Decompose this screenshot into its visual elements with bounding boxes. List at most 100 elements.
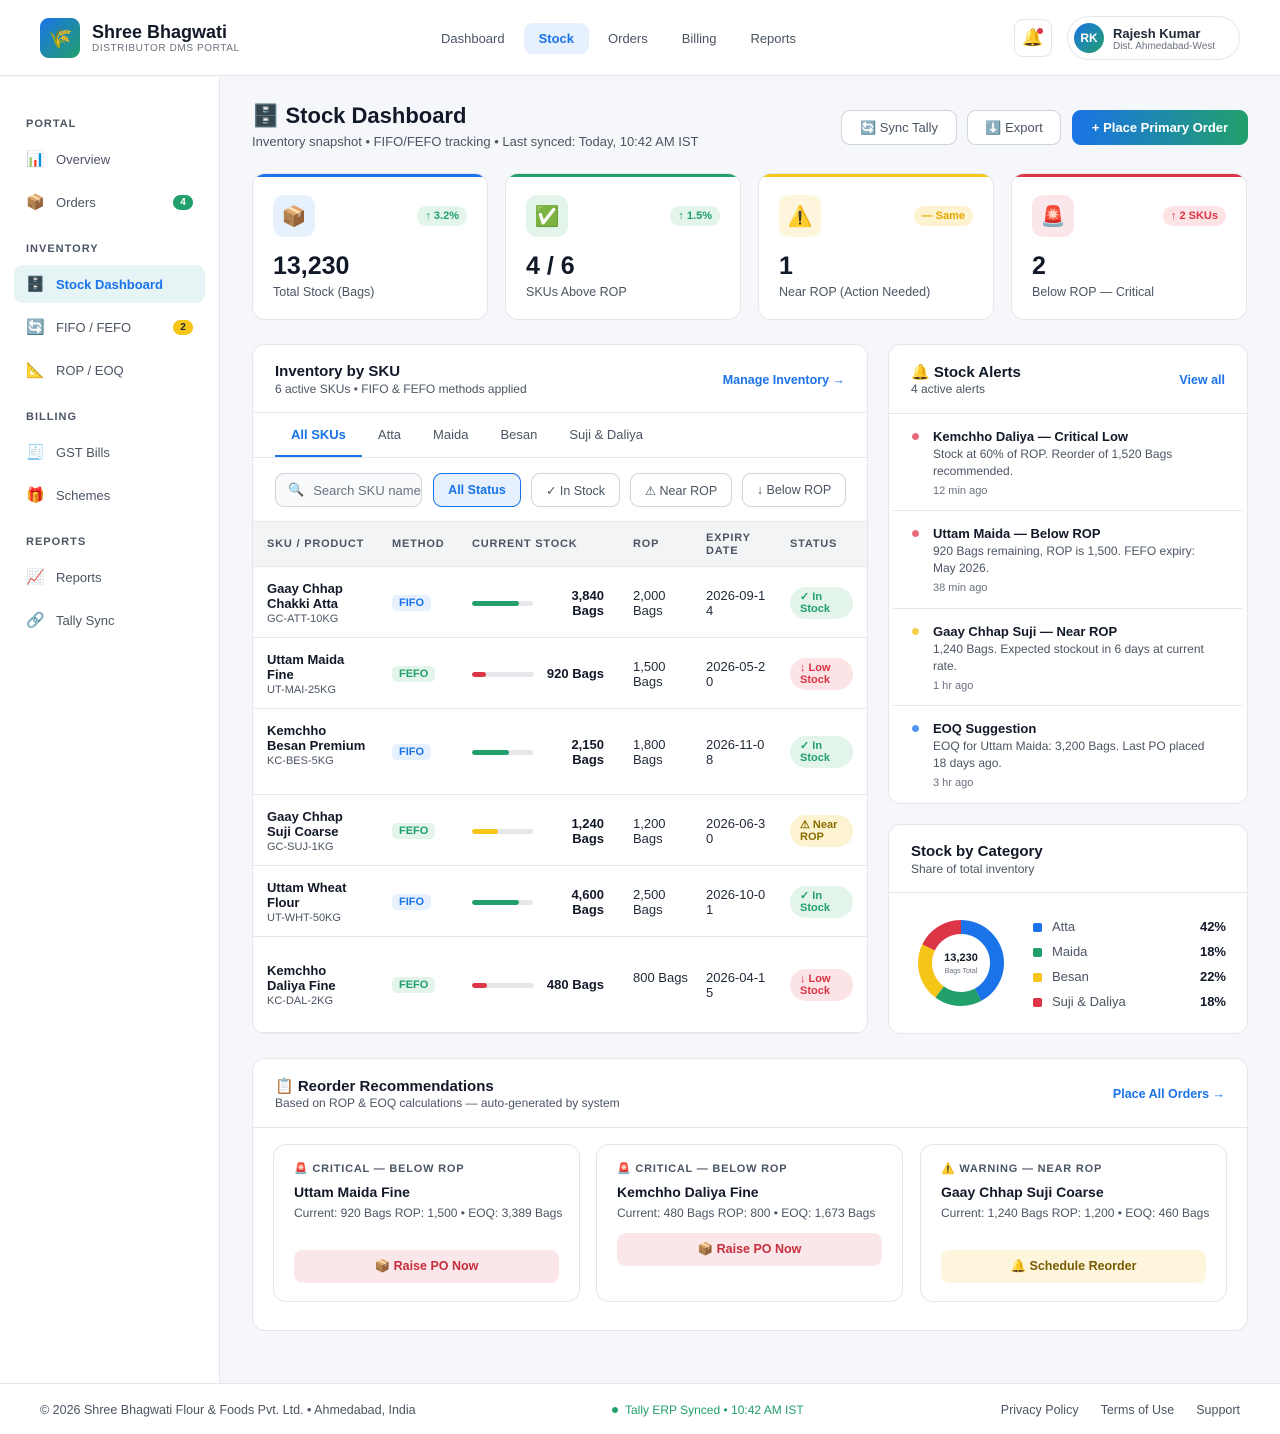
gift-icon: 🎁 <box>26 487 45 504</box>
sidebar-item-label: Schemes <box>56 487 111 503</box>
divider <box>889 413 1247 414</box>
alert-item[interactable]: Gaay Chhap Suji — Near ROP 1,240 Bags. E… <box>893 609 1242 706</box>
wheat-icon[interactable]: 🌾 <box>40 18 80 58</box>
alert-title: Gaay Chhap Suji — Near ROP <box>933 624 1118 639</box>
sync-tally-button[interactable]: 🔄 Sync Tally <box>841 110 957 145</box>
status-badge: ⚠ Near ROP <box>790 814 853 847</box>
method-badge: FEFO <box>392 977 436 993</box>
table-row[interactable]: Uttam Maida Fine UT-MAI-25KG FEFO 920 Ba… <box>253 638 867 709</box>
tab-all-skus[interactable]: All SKUs <box>275 413 362 457</box>
user-menu[interactable]: RK Rajesh Kumar Dist. Ahmedabad-West <box>1067 16 1240 60</box>
sku-code: GC-SUJ-1KG <box>267 840 334 853</box>
alert-item[interactable]: Kemchho Daliya — Critical Low Stock at 6… <box>893 414 1242 511</box>
sku-cell: Gaay Chhap Suji Coarse GC-SUJ-1KG <box>267 809 367 855</box>
view-all-alerts-link[interactable]: View all <box>1179 373 1225 387</box>
expiry-date: 2026-11-08 <box>706 737 765 767</box>
nav-dashboard[interactable]: Dashboard <box>441 31 505 46</box>
current-stock: 920 Bags <box>546 665 604 681</box>
warning-icon: ⚠️ <box>779 195 821 237</box>
category-title: Stock by Category <box>911 843 1043 860</box>
kpi-value: 1 <box>779 252 793 280</box>
rop-value: 1,500 Bags <box>633 658 666 689</box>
alert-severity-dot <box>912 725 919 732</box>
sku-code: KC-BES-5KG <box>267 754 334 767</box>
sidebar-item-stock-dashboard[interactable]: 🗄️ Stock Dashboard <box>14 265 205 303</box>
divider <box>253 1127 1247 1128</box>
siren-icon: 🚨 <box>1032 195 1074 237</box>
legend-value: 18% <box>1199 944 1226 959</box>
sidebar-item-orders[interactable]: 📦 Orders 4 <box>14 183 205 221</box>
expiry-date: 2026-05-20 <box>706 658 766 689</box>
donut-slice-maida <box>918 920 1004 1006</box>
tab-maida[interactable]: Maida <box>433 426 469 442</box>
alert-item[interactable]: Uttam Maida — Below ROP 920 Bags remaini… <box>893 511 1242 609</box>
expiry-date: 2026-10-01 <box>706 886 766 917</box>
sidebar-section-reports: REPORTS <box>26 536 87 548</box>
raise-po-button[interactable]: 📦 Raise PO Now <box>617 1233 882 1266</box>
stock-level-fill <box>472 983 487 988</box>
filter-in-stock[interactable]: ✓ In Stock <box>531 473 620 507</box>
sidebar-section-portal: PORTAL <box>26 118 77 130</box>
sku-code: UT-MAI-25KG <box>267 683 337 696</box>
table-row[interactable]: Gaay Chhap Chakki Atta GC-ATT-10KG FIFO … <box>253 567 867 638</box>
sidebar-item-label: Orders <box>56 194 96 210</box>
sidebar-item-tally-sync[interactable]: 🔗 Tally Sync <box>14 601 205 639</box>
sidebar-item-overview[interactable]: 📊 Overview <box>14 140 205 178</box>
filter-all-status[interactable]: All Status <box>433 473 521 507</box>
alert-item[interactable]: EOQ Suggestion EOQ for Uttam Maida: 3,20… <box>893 706 1242 802</box>
tab-atta[interactable]: Atta <box>377 426 402 442</box>
manage-inventory-link[interactable]: Manage Inventory → <box>722 373 845 387</box>
place-all-orders-link[interactable]: Place All Orders → <box>1112 1087 1225 1101</box>
filter-near-rop[interactable]: ⚠ Near ROP <box>630 473 732 507</box>
status-badge: ✓ In Stock <box>790 586 853 619</box>
alert-body: 920 Bags remaining, ROP is 1,500. FEFO e… <box>933 544 1195 575</box>
support-link[interactable]: Support <box>1196 1403 1240 1417</box>
reorder-recommendation-card: 🚨 CRITICAL — BELOW ROP Uttam Maida Fine … <box>273 1144 580 1302</box>
legend-value: 22% <box>1199 969 1226 984</box>
notifications-button[interactable]: 🔔 <box>1014 19 1052 57</box>
avatar: RK <box>1074 23 1104 53</box>
top-bar: 🌾 Shree Bhagwati DISTRIBUTOR DMS PORTAL … <box>0 0 1280 76</box>
nav-orders[interactable]: Orders <box>608 31 648 46</box>
table-row[interactable]: Kemchho Daliya Fine KC-DAL-2KG FEFO 480 … <box>253 937 867 1033</box>
stock-level-bar <box>472 899 533 905</box>
sidebar-item-reports[interactable]: 📈 Reports <box>14 558 205 596</box>
table-row[interactable]: Uttam Wheat Flour UT-WHT-50KG FIFO 4,600… <box>253 866 867 937</box>
tab-suji-daliya[interactable]: Suji & Daliya <box>569 426 644 442</box>
legend-item: Besan 22% <box>1033 969 1226 985</box>
raise-po-button[interactable]: 📦 Raise PO Now <box>294 1250 559 1283</box>
nav-stock[interactable]: Stock <box>523 23 590 54</box>
filter-below-rop[interactable]: ↓ Below ROP <box>742 473 846 507</box>
kpi-card-near-rop: ⚠️ — Same 1 Near ROP (Action Needed) <box>758 173 994 320</box>
place-primary-order-button[interactable]: + Place Primary Order <box>1072 110 1248 145</box>
kpi-trend-chip: — Same <box>913 206 973 226</box>
kpi-trend-chip: ↑ 2 SKUs <box>1162 206 1226 226</box>
check-icon: ✅ <box>526 195 568 237</box>
nav-billing[interactable]: Billing <box>681 31 717 46</box>
table-row[interactable]: Kemchho Besan Premium KC-BES-5KG FIFO 2,… <box>253 709 867 795</box>
page-title: 🗄️ Stock Dashboard <box>252 103 467 128</box>
rec-detail: Current: 1,240 Bags ROP: 1,200 • EOQ: 46… <box>941 1206 1210 1220</box>
sidebar-item-schemes[interactable]: 🎁 Schemes <box>14 476 205 514</box>
privacy-policy-link[interactable]: Privacy Policy <box>1000 1403 1079 1417</box>
table-row[interactable]: Gaay Chhap Suji Coarse GC-SUJ-1KG FEFO 1… <box>253 795 867 866</box>
sidebar-item-label: Stock Dashboard <box>56 276 163 292</box>
rop-value: 2,000 Bags <box>633 587 666 618</box>
fifo-count-badge: 2 <box>173 320 193 335</box>
reorder-subtitle: Based on ROP & EOQ calculations — auto-g… <box>275 1096 620 1110</box>
export-button[interactable]: ⬇️ Export <box>967 110 1061 145</box>
tab-besan[interactable]: Besan <box>500 426 538 442</box>
donut-slice-besan <box>918 920 1004 1006</box>
footer-copyright: © 2026 Shree Bhagwati Flour & Foods Pvt.… <box>40 1403 416 1417</box>
sidebar-section-inventory: INVENTORY <box>26 243 99 255</box>
nav-reports[interactable]: Reports <box>750 31 796 46</box>
terms-of-use-link[interactable]: Terms of Use <box>1100 1403 1175 1417</box>
sidebar-item-rop-eoq[interactable]: 📐 ROP / EOQ <box>14 351 205 389</box>
search-input[interactable]: 🔍 Search SKU name... <box>275 473 422 507</box>
expiry-date: 2026-09-14 <box>706 587 766 618</box>
schedule-reorder-button[interactable]: 🔔 Schedule Reorder <box>941 1250 1206 1283</box>
alert-severity-dot <box>912 628 919 635</box>
reorder-card: 📋 Reorder Recommendations Based on ROP &… <box>252 1058 1248 1331</box>
sidebar-item-gst-bills[interactable]: 🧾 GST Bills <box>14 433 205 471</box>
sidebar-item-fifo-fefo[interactable]: 🔄 FIFO / FEFO 2 <box>14 308 205 346</box>
